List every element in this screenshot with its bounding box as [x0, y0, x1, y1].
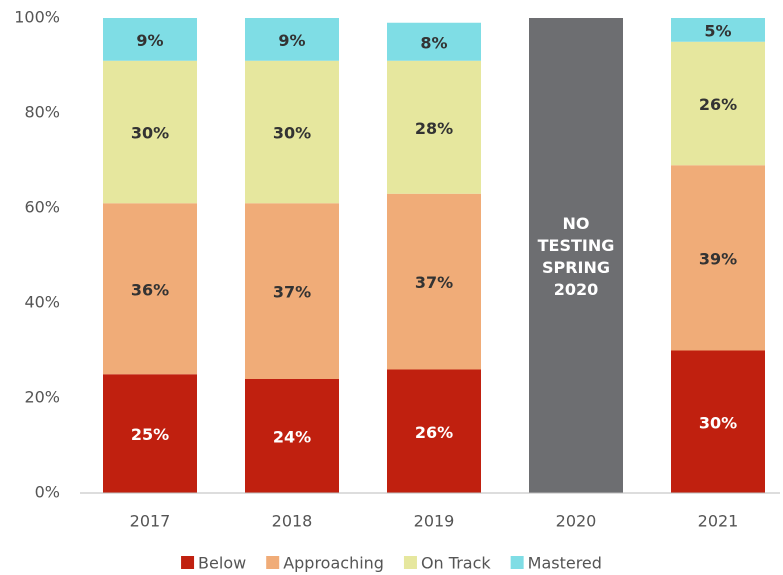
- data-label: 26%: [415, 423, 453, 442]
- data-label: 30%: [273, 124, 311, 143]
- annotation: TESTING: [538, 236, 615, 255]
- bar-segment: [387, 60, 481, 194]
- bar-segment: [103, 203, 197, 375]
- legend-label: Below: [198, 554, 246, 573]
- data-label: 37%: [415, 273, 453, 292]
- no-data-bar: [529, 18, 623, 493]
- annotation: SPRING: [542, 258, 610, 277]
- bar-segment: [671, 350, 765, 493]
- legend-label: On Track: [421, 554, 491, 573]
- bar-segment: [671, 165, 765, 351]
- y-tick-label: 0%: [35, 483, 60, 502]
- x-tick-label: 2019: [414, 512, 455, 531]
- bar-segment: [245, 379, 339, 493]
- legend-swatch: [181, 556, 195, 569]
- y-tick-label: 20%: [24, 388, 60, 407]
- data-label: 5%: [704, 21, 731, 40]
- bar-segment: [245, 60, 339, 204]
- x-tick-label: 2021: [698, 512, 739, 531]
- bar-segment: [671, 41, 765, 166]
- x-tick-label: 2018: [272, 512, 313, 531]
- legend-swatch: [510, 556, 524, 569]
- data-label: 26%: [699, 95, 737, 114]
- data-label: 24%: [273, 428, 311, 447]
- bar-segment: [671, 18, 765, 42]
- legend-label: Approaching: [283, 554, 384, 573]
- legend-label: Mastered: [528, 554, 602, 573]
- bar-segment: [103, 374, 197, 493]
- data-label: 8%: [420, 33, 447, 52]
- legend-swatch: [266, 556, 280, 569]
- data-label: 39%: [699, 249, 737, 268]
- bar-segment: [387, 193, 481, 370]
- data-label: 30%: [699, 413, 737, 432]
- bar-segment: [387, 22, 481, 61]
- data-label: 37%: [273, 283, 311, 302]
- annotation: NO: [563, 214, 590, 233]
- y-tick-label: 60%: [24, 198, 60, 217]
- bar-segment: [245, 203, 339, 379]
- y-tick-label: 80%: [24, 103, 60, 122]
- data-label: 30%: [131, 124, 169, 143]
- data-label: 9%: [136, 31, 163, 50]
- data-label: 36%: [131, 280, 169, 299]
- y-tick-label: 40%: [24, 293, 60, 312]
- bar-segment: [103, 60, 197, 204]
- legend-swatch: [403, 556, 417, 569]
- x-tick-label: 2017: [130, 512, 171, 531]
- data-label: 9%: [278, 31, 305, 50]
- bar-segment: [245, 18, 339, 61]
- annotation: 2020: [554, 280, 599, 299]
- bar-segment: [103, 18, 197, 61]
- x-tick-label: 2020: [556, 512, 597, 531]
- data-label: 25%: [131, 425, 169, 444]
- y-tick-label: 100%: [14, 8, 60, 27]
- bar-segment: [387, 369, 481, 493]
- data-label: 28%: [415, 119, 453, 138]
